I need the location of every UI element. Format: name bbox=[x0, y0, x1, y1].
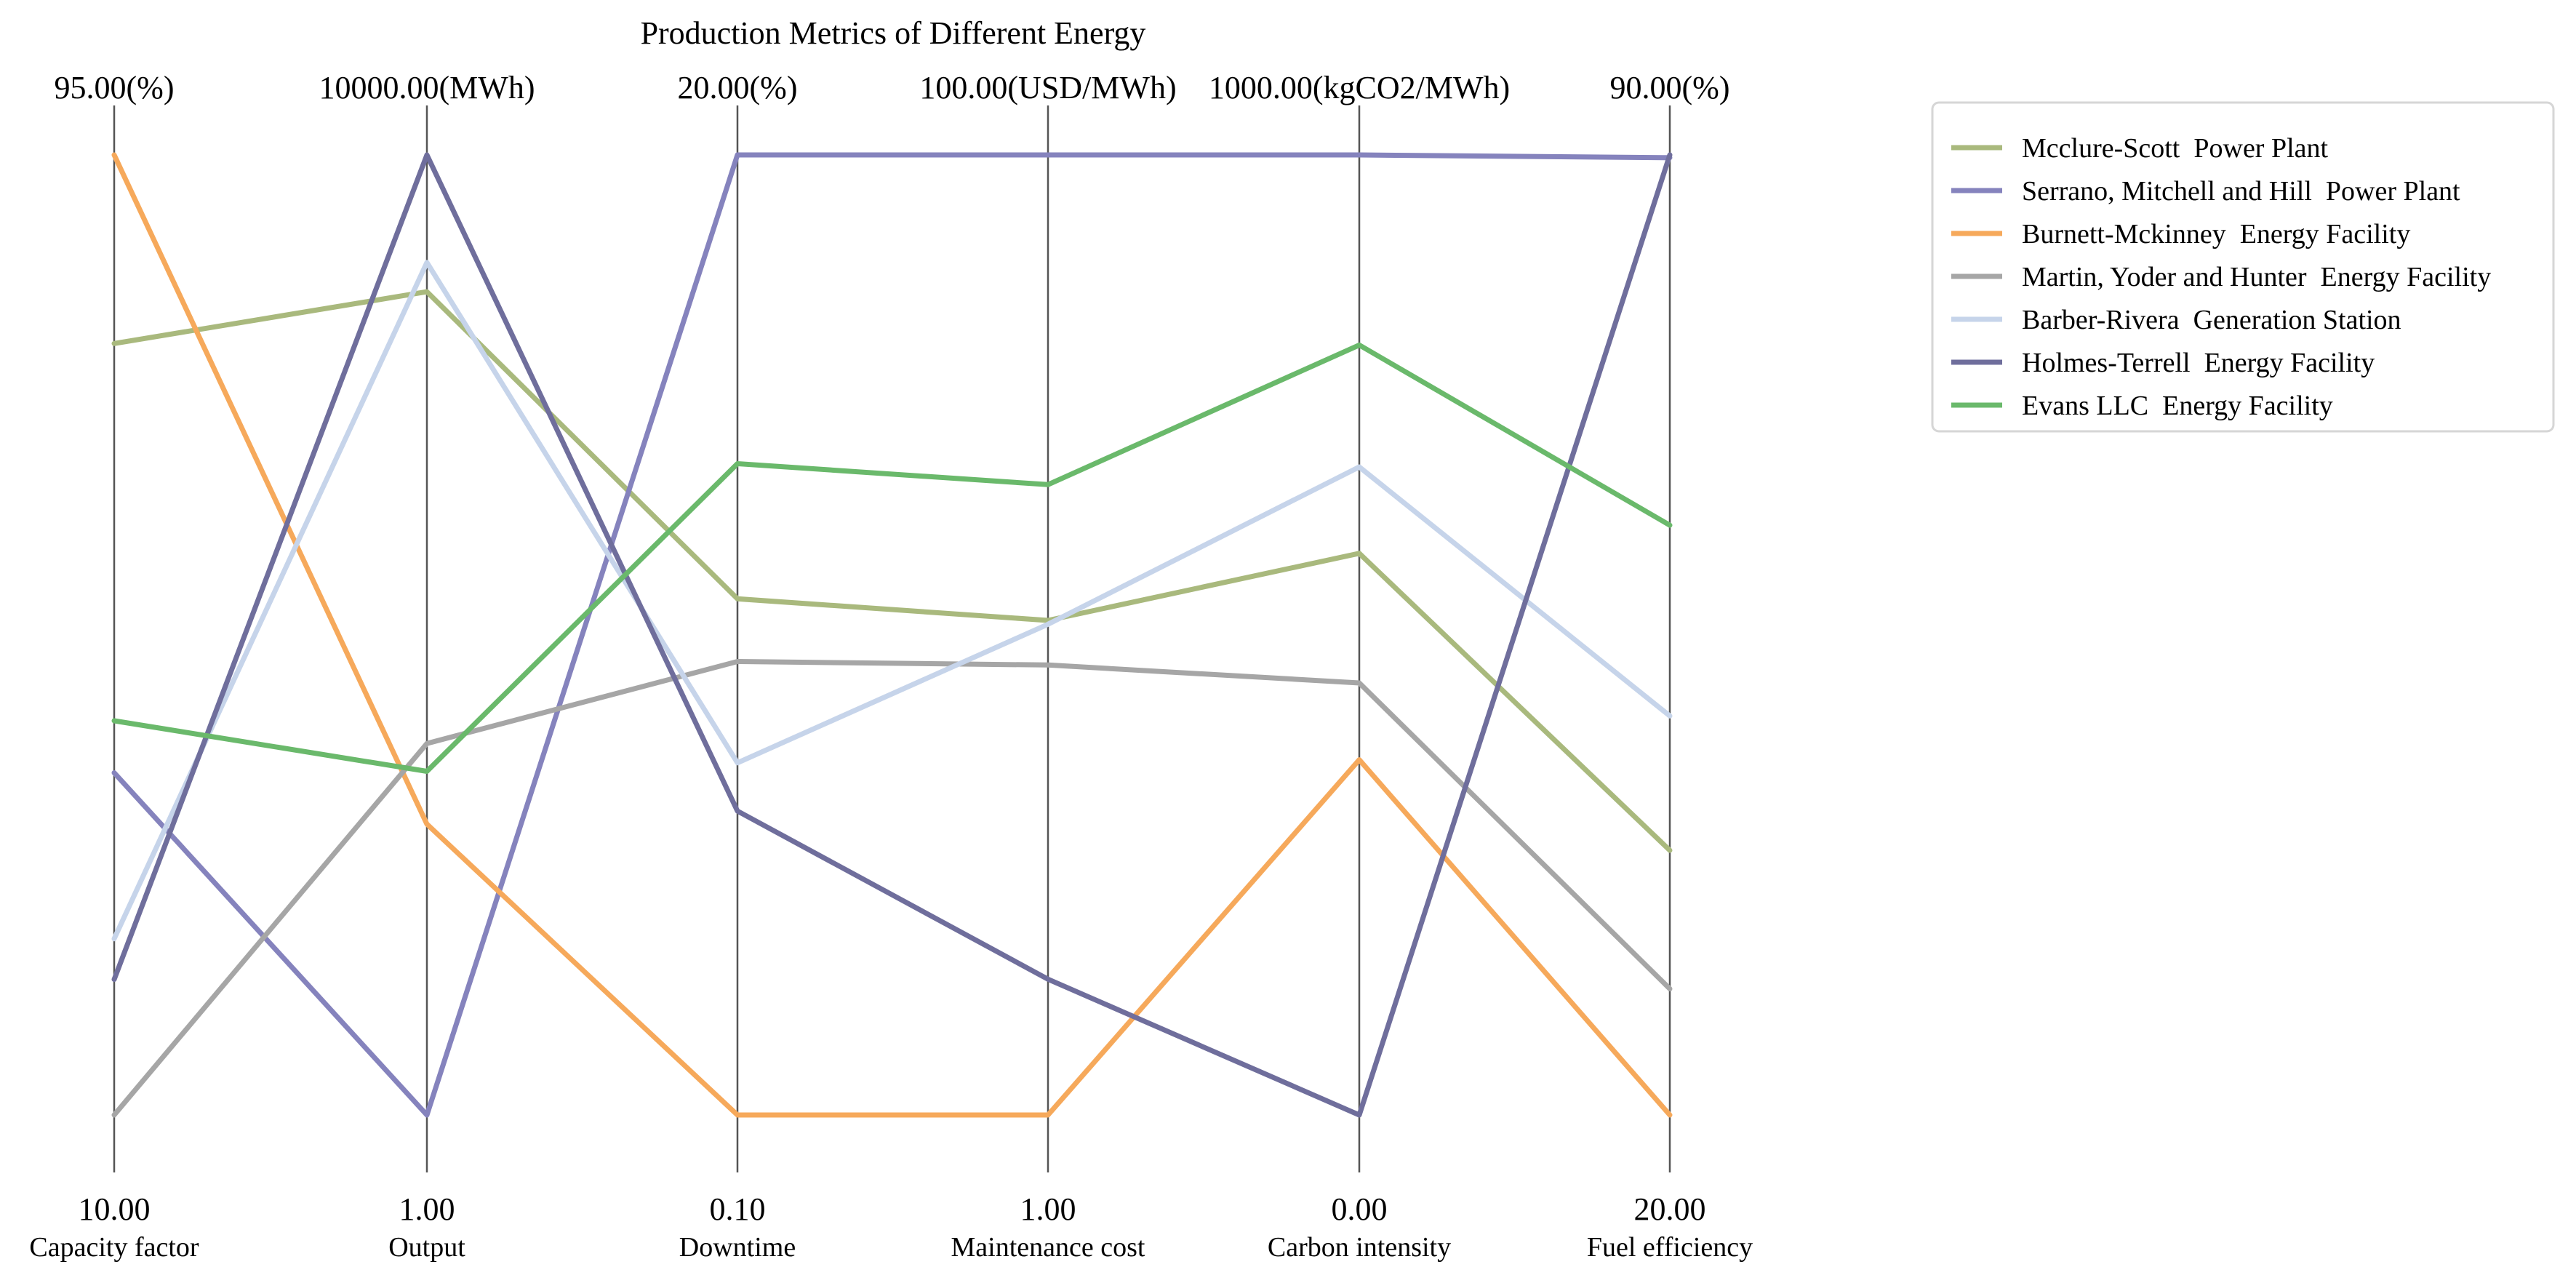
legend-entry-label: Burnett-Mckinney Energy Facility bbox=[2022, 219, 2410, 249]
series-line-holmes-terrell-energy-facility bbox=[111, 152, 1673, 1118]
axis-bottom-label: 0.00 bbox=[1332, 1191, 1388, 1227]
legend-entry-label: Evans LLC Energy Facility bbox=[2022, 391, 2333, 421]
legend: Mcclure-Scott Power Plant Serrano, Mitche… bbox=[1931, 101, 2555, 433]
axis-name-label: Output bbox=[388, 1232, 465, 1263]
axis-top-label: 1000.00(kgCO2/MWh) bbox=[1209, 70, 1510, 105]
axis-name-label: Maintenance cost bbox=[951, 1232, 1145, 1263]
series-line-martin-yoder-and-hunter-energy-facility bbox=[111, 659, 1673, 1118]
series-line-evans-llc-energy-facility bbox=[111, 342, 1673, 774]
series-layer bbox=[111, 152, 1673, 1118]
legend-entry-label: Holmes-Terrell Energy Facility bbox=[2022, 348, 2375, 378]
legend-entry-label: Barber-Rivera Generation Station bbox=[2022, 305, 2401, 335]
axis-bottom-label: 0.10 bbox=[710, 1191, 766, 1227]
legend-entry-label: Martin, Yoder and Hunter Energy Facility bbox=[2022, 262, 2491, 292]
axis-top-label: 90.00(%) bbox=[1610, 70, 1730, 105]
series-line-burnett-mckinney-energy-facility bbox=[111, 152, 1673, 1118]
axis-name-label: Capacity factor bbox=[29, 1232, 199, 1263]
chart-title: Production Metrics of Different Energy bbox=[641, 15, 1146, 51]
axis-top-label: 20.00(%) bbox=[678, 70, 798, 105]
axis-name-label: Downtime bbox=[679, 1232, 796, 1263]
legend-frame bbox=[1931, 101, 2555, 433]
axis-bottom-label: 1.00 bbox=[399, 1191, 455, 1227]
axis-top-label: 10000.00(MWh) bbox=[319, 70, 535, 105]
axis-name-label: Carbon intensity bbox=[1268, 1232, 1451, 1263]
axis-top-label: 100.00(USD/MWh) bbox=[919, 70, 1176, 105]
series-line-serrano-mitchell-and-hill-power-plant bbox=[111, 152, 1673, 1118]
axes-layer: 95.00(%) 10.00 Capacity factor 10000.00(MWh… bbox=[29, 70, 1753, 1263]
legend-entry-label: Mcclure-Scott Power Plant bbox=[2022, 133, 2329, 164]
series-line-barber-rivera-generation-station bbox=[111, 260, 1673, 942]
axis-top-label: 95.00(%) bbox=[55, 70, 175, 105]
series-line-mcclure-scott-power-plant bbox=[111, 289, 1673, 853]
axis-bottom-label: 10.00 bbox=[79, 1191, 151, 1227]
legend-entry-label: Serrano, Mitchell and Hill Power Plant bbox=[2022, 176, 2460, 207]
axis-bottom-label: 20.00 bbox=[1634, 1191, 1706, 1227]
axis-bottom-label: 1.00 bbox=[1020, 1191, 1076, 1227]
axis-name-label: Fuel efficiency bbox=[1587, 1232, 1753, 1263]
